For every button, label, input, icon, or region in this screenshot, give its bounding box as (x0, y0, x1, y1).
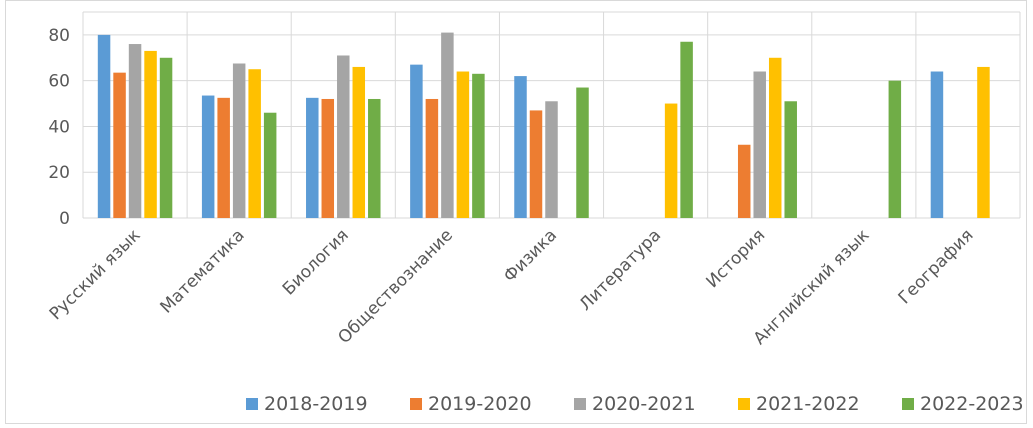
bar (888, 80, 902, 219)
bar (217, 97, 230, 218)
bar (441, 32, 454, 218)
bar (472, 73, 485, 218)
bar (576, 87, 589, 219)
bar (263, 112, 277, 218)
bar (352, 66, 366, 218)
bar (545, 101, 558, 218)
legend: 2018-2019 2019-2020 2020-2021 2021-2022 2022… (246, 393, 1024, 415)
bar (930, 71, 944, 218)
bar (680, 41, 693, 218)
bar (128, 44, 142, 218)
legend-swatch (574, 398, 586, 410)
bars (97, 32, 990, 219)
bar (410, 64, 423, 219)
bar (337, 55, 350, 218)
bar (737, 144, 751, 218)
y-axis-ticks: 0 20 40 60 80 (48, 26, 70, 229)
legend-swatch (410, 398, 422, 410)
bar (321, 98, 335, 218)
bar (97, 34, 111, 219)
legend-swatch (246, 398, 258, 410)
legend-label: 2021-2022 (756, 393, 860, 415)
legend-swatch (902, 398, 914, 410)
legend-label: 2018-2019 (264, 393, 368, 415)
bar (248, 69, 261, 218)
bar (768, 57, 782, 219)
bar (113, 72, 126, 219)
legend-label: 2019-2020 (428, 393, 532, 415)
legend-label: 2020-2021 (592, 393, 696, 415)
y-tick-label: 60 (48, 72, 70, 92)
bar (784, 101, 797, 218)
bar (514, 76, 527, 218)
bar (664, 103, 678, 218)
bar (368, 98, 381, 218)
y-tick-label: 40 (48, 117, 70, 137)
legend-label: 2022-2023 (920, 393, 1024, 415)
y-tick-label: 80 (48, 26, 70, 46)
bar (529, 110, 543, 218)
bar (201, 95, 215, 218)
bar (425, 98, 439, 218)
bar (456, 71, 470, 218)
y-tick-label: 0 (59, 209, 70, 229)
bar (144, 50, 157, 219)
bar (232, 63, 246, 218)
bar (753, 71, 766, 218)
bar (306, 97, 319, 218)
legend-swatch (738, 398, 750, 410)
bar (977, 66, 990, 218)
bar (159, 57, 173, 219)
y-tick-label: 20 (48, 163, 70, 183)
